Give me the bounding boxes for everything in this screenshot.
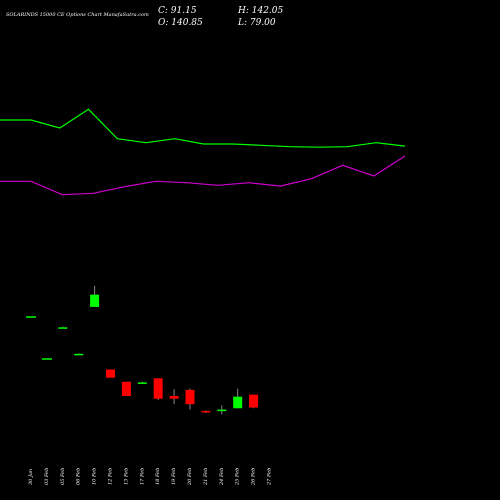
- candle-body: [201, 410, 211, 413]
- candle-body: [217, 409, 227, 412]
- x-tick-label: 03 Feb: [44, 468, 50, 485]
- indicator-line-2: [0, 155, 406, 196]
- x-tick-label: 17 Feb: [139, 468, 145, 485]
- candle-body: [121, 381, 131, 396]
- x-tick-label: 26 Feb: [251, 468, 257, 486]
- x-tick-label: 12 Feb: [108, 468, 114, 485]
- x-tick-label: 21 Feb: [203, 468, 209, 486]
- candle-body: [233, 396, 243, 409]
- x-tick-label: 06 Feb: [76, 468, 82, 485]
- x-tick-label: 05 Feb: [60, 468, 66, 485]
- x-tick-label: 25 Feb: [235, 468, 241, 486]
- low-value-label: L: 79.00: [238, 18, 276, 28]
- candle-body: [137, 382, 147, 384]
- close-value-label: C: 91.15: [158, 6, 197, 16]
- x-tick-label: 13 Feb: [123, 468, 129, 485]
- x-tick-label: 10 Feb: [92, 468, 98, 485]
- chart-title: SOLARINDS 15000 CE Options Chart ManafaS…: [6, 12, 149, 18]
- high-value-label: H: 142.05: [238, 6, 284, 16]
- x-tick-label: 30 Jan: [28, 469, 34, 485]
- x-tick-label: 27 Feb: [267, 468, 273, 486]
- candle-body: [58, 327, 68, 329]
- candle-body: [185, 389, 195, 405]
- indicator-line-1: [0, 108, 406, 148]
- x-tick-label: 24 Feb: [219, 468, 225, 486]
- x-tick-label: 19 Feb: [171, 468, 177, 485]
- candle-body: [153, 378, 163, 399]
- x-tick-label: 20 Feb: [187, 468, 193, 486]
- candle-body: [106, 369, 115, 378]
- candle-body: [90, 294, 100, 307]
- candle-body: [74, 353, 84, 356]
- x-tick-label: 18 Feb: [155, 468, 161, 485]
- open-value-label: O: 140.85: [158, 18, 203, 28]
- candle-body: [169, 396, 179, 399]
- candle-body: [249, 394, 259, 408]
